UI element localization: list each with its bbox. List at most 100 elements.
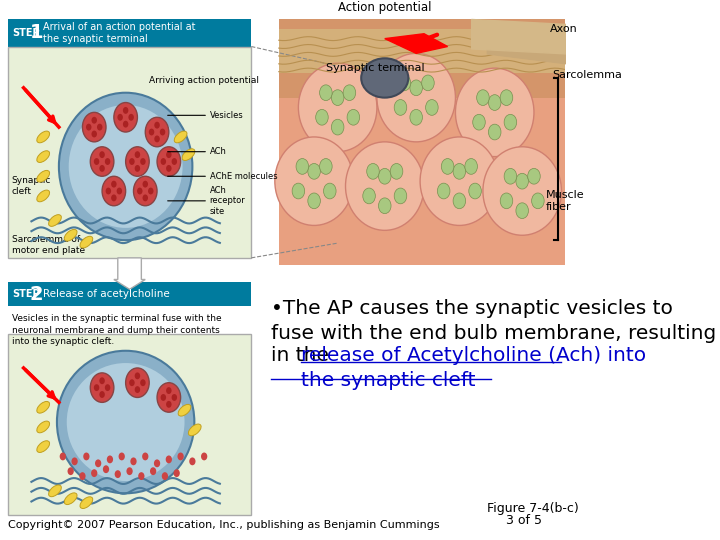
Circle shape bbox=[166, 151, 171, 158]
Text: ACh
receptor
site: ACh receptor site bbox=[210, 186, 246, 216]
Circle shape bbox=[166, 401, 171, 408]
Circle shape bbox=[441, 159, 454, 174]
Ellipse shape bbox=[80, 237, 93, 248]
Circle shape bbox=[500, 90, 513, 105]
Circle shape bbox=[394, 188, 407, 204]
Circle shape bbox=[129, 379, 135, 386]
FancyBboxPatch shape bbox=[8, 19, 251, 46]
Circle shape bbox=[171, 158, 177, 165]
Circle shape bbox=[296, 159, 309, 174]
Ellipse shape bbox=[377, 53, 456, 142]
Circle shape bbox=[102, 176, 125, 206]
Circle shape bbox=[68, 467, 74, 475]
Text: Axon: Axon bbox=[549, 24, 577, 34]
FancyBboxPatch shape bbox=[279, 19, 565, 265]
Ellipse shape bbox=[174, 131, 187, 143]
Circle shape bbox=[71, 457, 78, 465]
Circle shape bbox=[379, 168, 391, 184]
Ellipse shape bbox=[298, 63, 377, 152]
Ellipse shape bbox=[37, 151, 50, 163]
Text: STEP: STEP bbox=[12, 289, 40, 299]
Circle shape bbox=[140, 379, 145, 386]
Text: Synaptic terminal: Synaptic terminal bbox=[326, 63, 425, 73]
Text: 1: 1 bbox=[30, 23, 43, 42]
Circle shape bbox=[143, 181, 148, 187]
Circle shape bbox=[125, 368, 149, 397]
Circle shape bbox=[437, 183, 450, 199]
Circle shape bbox=[531, 193, 544, 209]
Circle shape bbox=[171, 394, 177, 401]
Text: 2: 2 bbox=[30, 285, 43, 303]
Circle shape bbox=[174, 469, 180, 477]
Text: •The AP causes the synaptic vesicles to
fuse with the end bulb membrane, resulti: •The AP causes the synaptic vesicles to … bbox=[271, 299, 716, 343]
Circle shape bbox=[111, 194, 117, 201]
Text: STEP: STEP bbox=[12, 28, 40, 38]
Circle shape bbox=[189, 457, 196, 465]
Circle shape bbox=[154, 136, 160, 143]
Circle shape bbox=[133, 176, 157, 206]
Circle shape bbox=[488, 94, 501, 110]
Circle shape bbox=[500, 193, 513, 209]
Circle shape bbox=[331, 90, 344, 105]
Ellipse shape bbox=[37, 131, 50, 143]
Circle shape bbox=[162, 472, 168, 480]
Circle shape bbox=[161, 394, 166, 401]
Circle shape bbox=[366, 164, 379, 179]
Circle shape bbox=[105, 384, 110, 391]
Ellipse shape bbox=[57, 351, 194, 494]
Text: AChE molecules: AChE molecules bbox=[210, 172, 277, 181]
Text: Muscle
fiber: Muscle fiber bbox=[546, 190, 585, 212]
Circle shape bbox=[166, 455, 172, 463]
Circle shape bbox=[90, 147, 114, 176]
Circle shape bbox=[157, 383, 181, 412]
Ellipse shape bbox=[182, 149, 195, 160]
FancyBboxPatch shape bbox=[279, 29, 565, 73]
Circle shape bbox=[114, 103, 138, 132]
Text: Vesicles in the synaptic terminal fuse with the
neuronal membrane and dump their: Vesicles in the synaptic terminal fuse w… bbox=[12, 314, 222, 347]
Circle shape bbox=[347, 110, 360, 125]
Circle shape bbox=[91, 469, 97, 477]
Circle shape bbox=[95, 460, 102, 467]
Circle shape bbox=[105, 158, 110, 165]
Ellipse shape bbox=[456, 68, 534, 157]
Circle shape bbox=[148, 187, 153, 194]
Circle shape bbox=[127, 467, 132, 475]
Circle shape bbox=[86, 124, 91, 131]
Ellipse shape bbox=[68, 105, 183, 228]
Circle shape bbox=[91, 131, 97, 138]
Text: Sarcolemma: Sarcolemma bbox=[552, 70, 622, 80]
Ellipse shape bbox=[37, 401, 50, 413]
Circle shape bbox=[477, 90, 489, 105]
Ellipse shape bbox=[37, 441, 50, 453]
Circle shape bbox=[516, 203, 528, 219]
FancyBboxPatch shape bbox=[279, 98, 565, 265]
Circle shape bbox=[125, 147, 149, 176]
Circle shape bbox=[99, 151, 105, 158]
Text: Action potential: Action potential bbox=[338, 1, 431, 14]
Circle shape bbox=[323, 183, 336, 199]
Circle shape bbox=[94, 158, 99, 165]
Circle shape bbox=[123, 121, 128, 127]
Circle shape bbox=[145, 117, 168, 147]
Text: ACh: ACh bbox=[210, 147, 227, 156]
Ellipse shape bbox=[361, 58, 408, 98]
Circle shape bbox=[149, 129, 154, 136]
Circle shape bbox=[469, 183, 482, 199]
Circle shape bbox=[320, 85, 332, 100]
Ellipse shape bbox=[67, 363, 184, 481]
Circle shape bbox=[117, 187, 122, 194]
Ellipse shape bbox=[275, 137, 354, 225]
Circle shape bbox=[504, 114, 517, 130]
Circle shape bbox=[177, 453, 184, 461]
Circle shape bbox=[91, 117, 97, 124]
Circle shape bbox=[394, 99, 407, 116]
Circle shape bbox=[79, 472, 86, 480]
FancyArrow shape bbox=[114, 258, 145, 289]
Circle shape bbox=[119, 453, 125, 461]
Circle shape bbox=[135, 373, 140, 379]
Circle shape bbox=[410, 80, 423, 96]
Text: Synaptic
cleft: Synaptic cleft bbox=[12, 177, 51, 196]
Circle shape bbox=[465, 159, 477, 174]
Ellipse shape bbox=[48, 485, 61, 497]
Circle shape bbox=[363, 188, 375, 204]
